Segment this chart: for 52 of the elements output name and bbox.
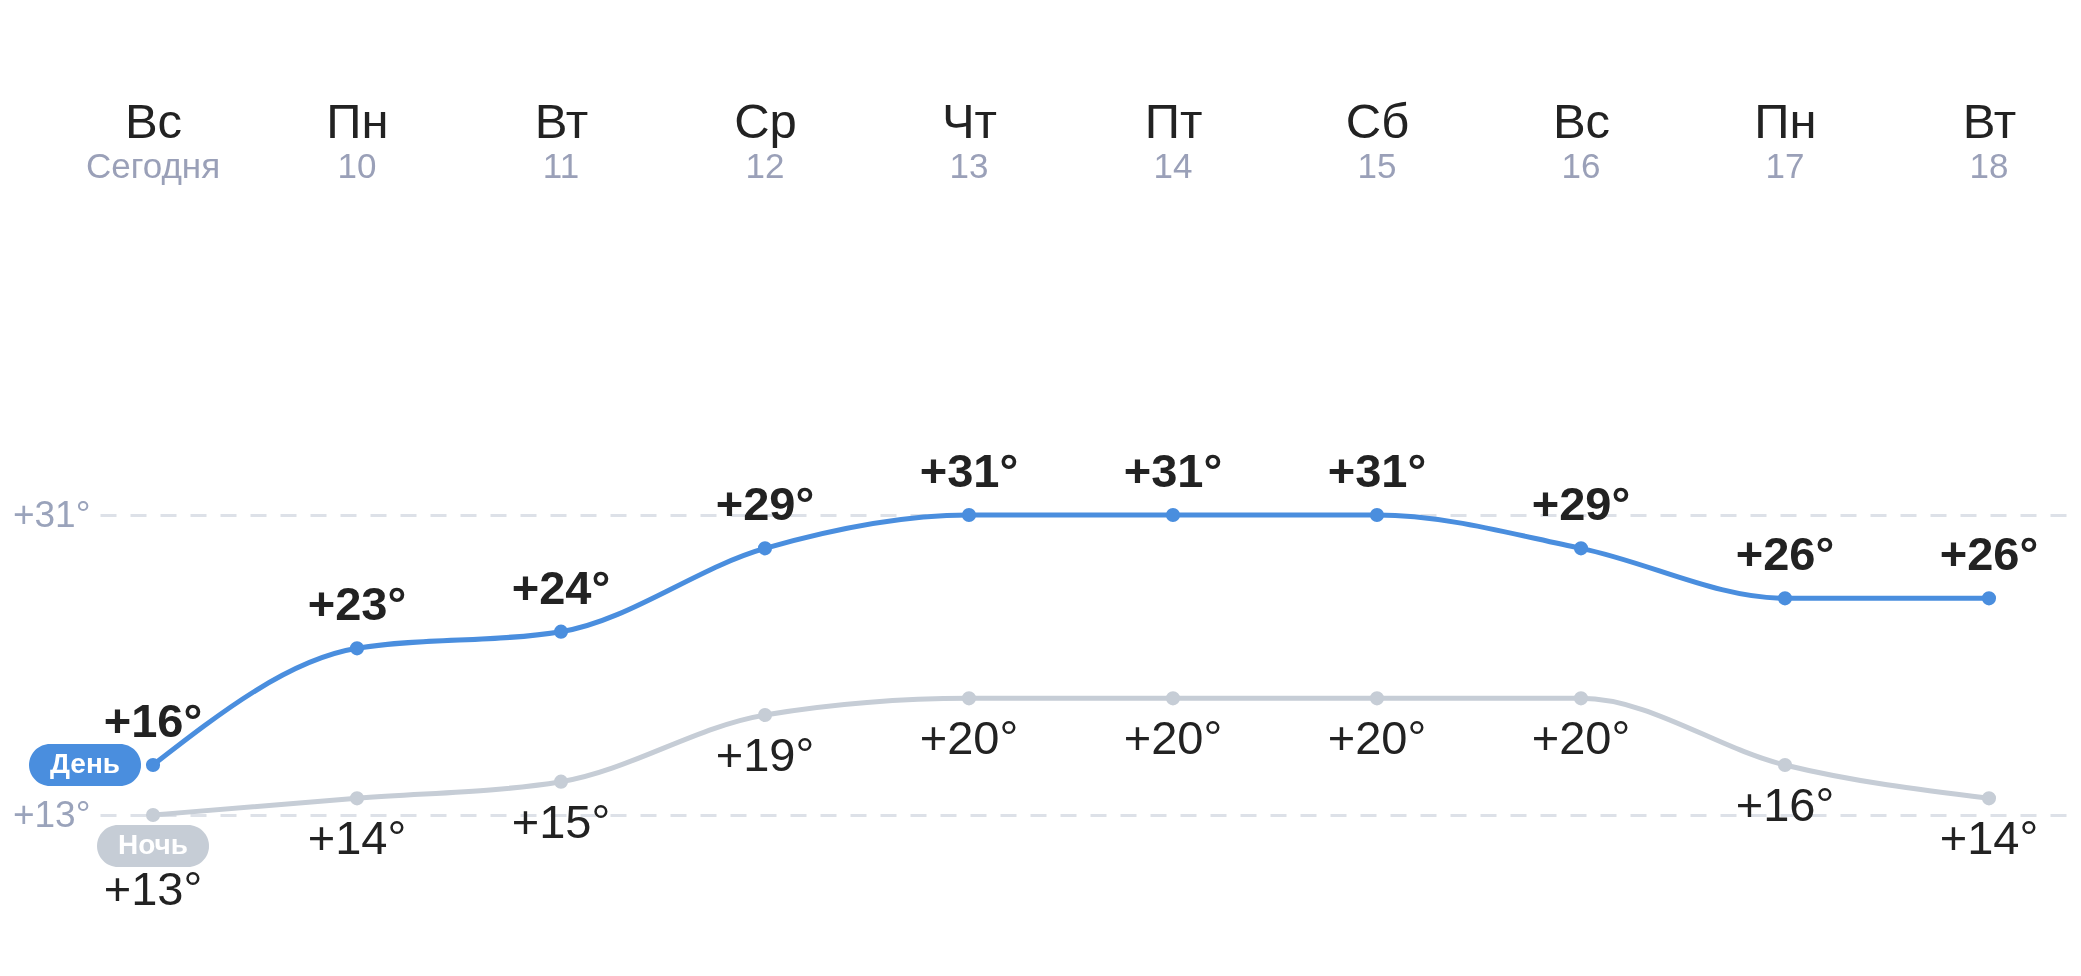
- data-label: +31°: [1123, 444, 1223, 497]
- data-label: +16°: [103, 694, 203, 747]
- point: [1777, 591, 1793, 606]
- data-label: +13°: [103, 862, 203, 915]
- point: [1369, 691, 1385, 706]
- data-label: +29°: [1531, 477, 1631, 531]
- point: [553, 774, 569, 789]
- category-label: Сб 15: [1345, 93, 1410, 185]
- data-label: +26°: [1939, 527, 2039, 581]
- point: [1165, 691, 1181, 706]
- point: [1777, 757, 1793, 773]
- point: [1165, 507, 1181, 523]
- data-label: +14°: [1939, 811, 2039, 865]
- point: [1573, 691, 1589, 706]
- point: [1369, 507, 1385, 523]
- point: [145, 807, 161, 823]
- point: [553, 624, 569, 639]
- category-label: Чт 13: [941, 93, 998, 185]
- data-label: +15°: [511, 794, 611, 848]
- data-label: +23°: [307, 577, 407, 631]
- category-label: Пт 14: [1144, 93, 1203, 185]
- category-label: Пн 10: [326, 93, 389, 185]
- category-label: Вс 16: [1552, 93, 1611, 185]
- series-label: Ночь: [117, 829, 189, 860]
- data-label: +16°: [1735, 778, 1835, 831]
- category-label: Пн 17: [1754, 93, 1817, 185]
- data-label: +19°: [715, 728, 815, 781]
- category-label: Вс Сегодня: [85, 93, 221, 185]
- data-label: +31°: [919, 444, 1019, 497]
- data-label: +31°: [1327, 444, 1427, 497]
- point: [1981, 591, 1997, 606]
- category-label: Вт 18: [1962, 93, 2017, 185]
- data-label: +14°: [307, 811, 407, 865]
- category-label: Вт 11: [534, 93, 589, 185]
- data-label: +29°: [715, 477, 815, 531]
- series-label: День: [50, 748, 121, 779]
- data-label: +20°: [1531, 711, 1631, 765]
- point: [349, 791, 365, 806]
- point: [145, 757, 161, 773]
- point: [757, 707, 773, 723]
- point: [961, 507, 977, 523]
- point: [349, 641, 365, 656]
- category-label: Ср 12: [734, 93, 797, 185]
- data-label: +20°: [919, 711, 1019, 765]
- data-label: +20°: [1327, 711, 1427, 765]
- point: [1981, 791, 1997, 806]
- data-label: +20°: [1123, 711, 1223, 765]
- data-label: +24°: [511, 560, 611, 614]
- point: [757, 541, 773, 556]
- point: [1573, 541, 1589, 556]
- point: [961, 691, 977, 706]
- data-label: +26°: [1735, 527, 1835, 581]
